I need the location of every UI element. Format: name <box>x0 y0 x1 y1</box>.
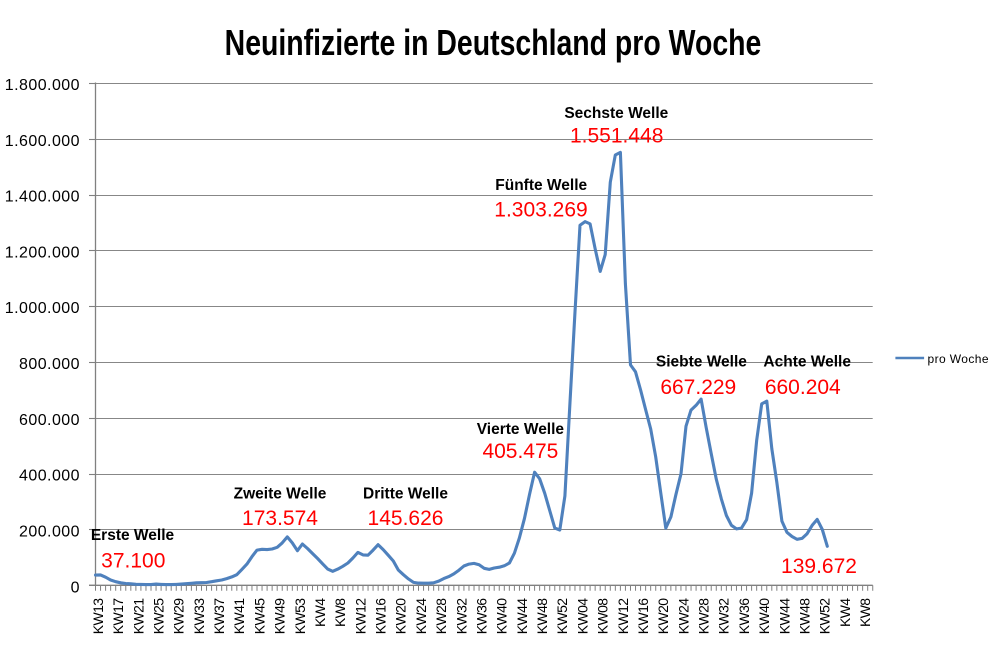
svg-text:KW28: KW28 <box>696 598 712 635</box>
svg-text:KW45: KW45 <box>251 598 267 635</box>
svg-text:KW33: KW33 <box>191 598 207 635</box>
svg-text:KW4: KW4 <box>312 598 328 627</box>
svg-text:KW36: KW36 <box>736 598 752 635</box>
svg-text:Siebte Welle: Siebte Welle <box>656 353 747 370</box>
svg-text:Fünfte Welle: Fünfte Welle <box>495 177 587 194</box>
svg-text:KW8: KW8 <box>332 598 348 627</box>
svg-text:KW40: KW40 <box>494 598 510 635</box>
svg-text:pro Woche: pro Woche <box>928 352 989 366</box>
svg-text:1.400.000: 1.400.000 <box>5 189 80 206</box>
svg-text:139.672: 139.672 <box>781 555 857 578</box>
svg-text:1.800.000: 1.800.000 <box>5 77 80 94</box>
svg-text:KW8: KW8 <box>857 598 873 627</box>
svg-text:Neuinfizierte in Deutschland p: Neuinfizierte in Deutschland pro Woche <box>225 23 762 63</box>
svg-text:Zweite Welle: Zweite Welle <box>234 486 327 503</box>
svg-text:Erste Welle: Erste Welle <box>91 527 175 544</box>
svg-text:KW13: KW13 <box>90 598 106 635</box>
svg-text:37.100: 37.100 <box>101 550 165 573</box>
svg-text:0: 0 <box>71 579 80 596</box>
svg-text:KW44: KW44 <box>514 598 530 635</box>
svg-text:KW52: KW52 <box>817 598 833 635</box>
svg-text:KW29: KW29 <box>171 598 187 635</box>
svg-text:KW04: KW04 <box>574 598 590 635</box>
svg-text:Achte Welle: Achte Welle <box>763 353 851 370</box>
svg-text:KW16: KW16 <box>635 598 651 635</box>
svg-text:660.204: 660.204 <box>765 376 841 399</box>
svg-text:173.574: 173.574 <box>242 507 318 530</box>
svg-text:KW37: KW37 <box>211 598 227 635</box>
svg-text:KW49: KW49 <box>272 598 288 635</box>
svg-text:800.000: 800.000 <box>19 356 80 373</box>
svg-text:KW40: KW40 <box>756 598 772 635</box>
svg-text:600.000: 600.000 <box>19 412 80 429</box>
svg-text:200.000: 200.000 <box>19 523 80 540</box>
svg-text:KW4: KW4 <box>837 598 853 627</box>
svg-text:Sechste Welle: Sechste Welle <box>564 105 668 122</box>
svg-text:145.626: 145.626 <box>368 507 444 530</box>
svg-text:KW21: KW21 <box>130 598 146 635</box>
svg-text:1.551.448: 1.551.448 <box>570 124 663 147</box>
svg-text:KW25: KW25 <box>151 598 167 635</box>
svg-text:KW48: KW48 <box>797 598 813 635</box>
svg-text:1.600.000: 1.600.000 <box>5 133 80 150</box>
svg-text:1.303.269: 1.303.269 <box>494 198 587 221</box>
svg-text:KW32: KW32 <box>716 598 732 635</box>
svg-text:KW48: KW48 <box>534 598 550 635</box>
svg-text:KW08: KW08 <box>595 598 611 635</box>
svg-text:405.475: 405.475 <box>482 440 558 463</box>
svg-text:KW28: KW28 <box>433 598 449 635</box>
svg-text:1.000.000: 1.000.000 <box>5 300 80 317</box>
svg-text:Dritte Welle: Dritte Welle <box>363 486 448 503</box>
svg-text:KW24: KW24 <box>675 598 691 635</box>
svg-text:KW20: KW20 <box>393 598 409 635</box>
svg-text:KW53: KW53 <box>292 598 308 635</box>
svg-text:1.200.000: 1.200.000 <box>5 244 80 261</box>
svg-text:KW44: KW44 <box>776 598 792 635</box>
svg-text:KW41: KW41 <box>231 598 247 635</box>
svg-text:KW12: KW12 <box>615 598 631 635</box>
svg-text:KW16: KW16 <box>373 598 389 635</box>
svg-text:KW12: KW12 <box>352 598 368 635</box>
svg-text:KW36: KW36 <box>474 598 490 635</box>
svg-text:KW20: KW20 <box>655 598 671 635</box>
svg-text:KW32: KW32 <box>453 598 469 635</box>
svg-text:667.229: 667.229 <box>660 376 736 399</box>
svg-text:KW52: KW52 <box>554 598 570 635</box>
svg-text:KW17: KW17 <box>110 598 126 635</box>
svg-text:KW24: KW24 <box>413 598 429 635</box>
svg-text:400.000: 400.000 <box>19 468 80 485</box>
svg-text:Vierte Welle: Vierte Welle <box>477 421 565 438</box>
